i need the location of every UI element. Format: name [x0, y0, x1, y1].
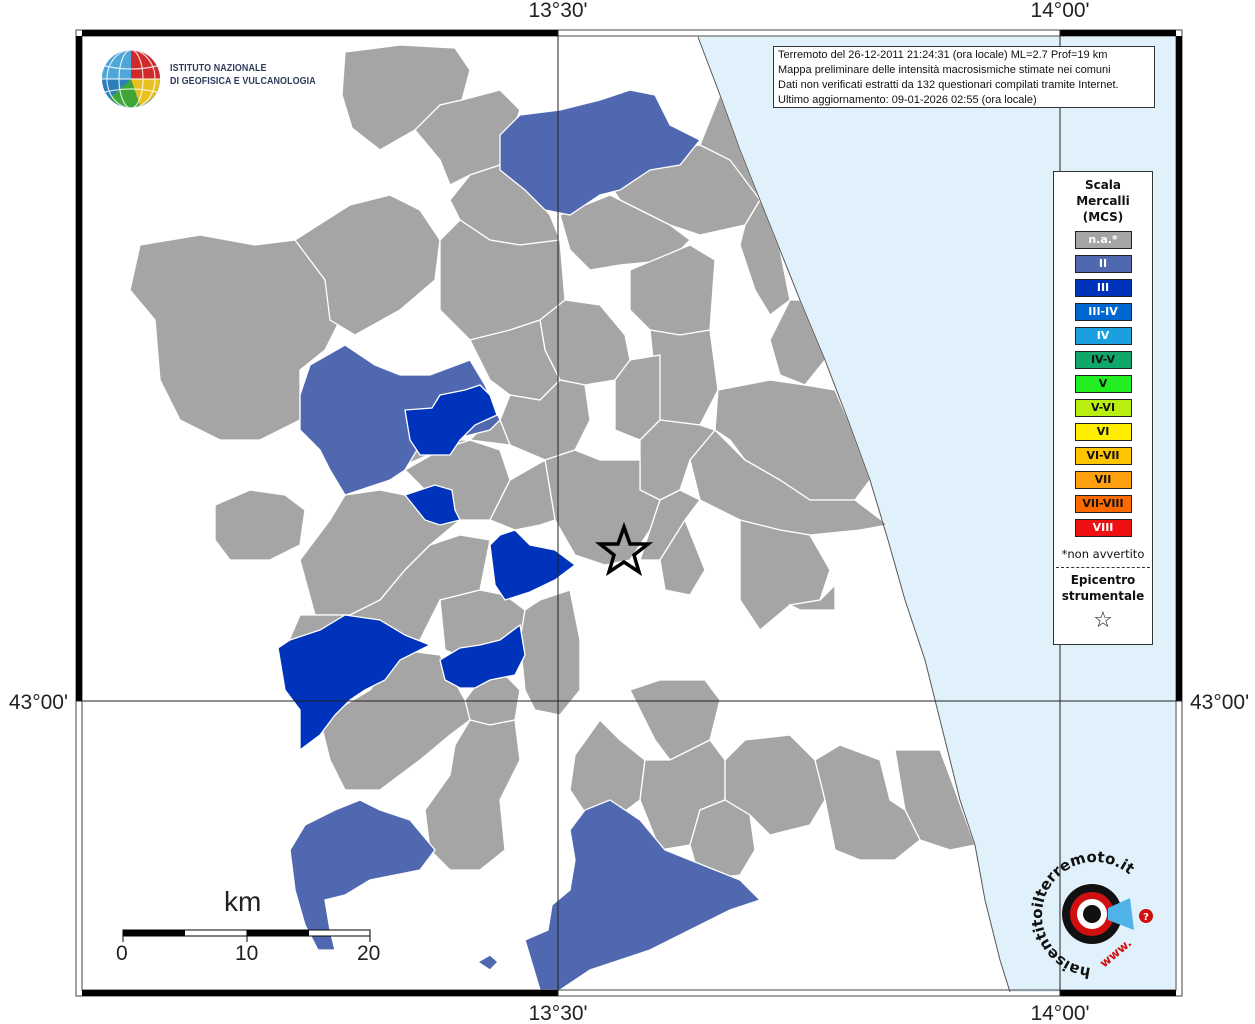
intensity-III-polygons	[277, 384, 577, 752]
target-center	[1083, 905, 1101, 923]
haisentito-logo: haisentitoilterremoto.it www. ?	[1028, 848, 1160, 982]
lat-label-right: 43°00'	[1190, 691, 1249, 714]
ingv-logo-text: ISTITUTO NAZIONALE DI GEOFISICA E VULCAN…	[170, 62, 316, 88]
frame-stripe	[76, 36, 82, 701]
lon-label-top-right: 14°00'	[1030, 0, 1089, 22]
frame-stripe	[1060, 30, 1176, 36]
legend-swatch: VII-VIII	[1074, 495, 1132, 513]
legend-swatch: V-VI	[1074, 399, 1132, 417]
frame-stripe	[82, 30, 558, 36]
legend-title-line3: (MCS)	[1082, 210, 1124, 224]
ingv-line2: DI GEOFISICA E VULCANOLOGIA	[170, 75, 316, 87]
municipality-II	[476, 954, 499, 971]
haisentito-logo-graphic: haisentitoilterremoto.it www. ?	[1028, 848, 1153, 982]
frame-stripe	[1176, 36, 1182, 701]
event-info-line3: Dati non verificati estratti da 132 ques…	[778, 79, 1119, 91]
municipality-polygons	[129, 44, 976, 881]
legend-swatch: III-IV	[1074, 303, 1132, 321]
ingv-line1: ISTITUTO NAZIONALE	[170, 62, 267, 74]
municipality-III	[404, 384, 498, 456]
lon-label-bottom-left: 13°30'	[528, 1002, 587, 1024]
lon-label-bottom-right: 14°00'	[1030, 1002, 1089, 1024]
legend-epicenter-label: Epicentro strumentale	[1054, 572, 1152, 604]
legend-swatch: IV	[1074, 327, 1132, 345]
event-info-box: Terremoto del 26-12-2011 21:24:31 (ora l…	[773, 46, 1155, 108]
legend-title-line2: Mercalli	[1076, 194, 1130, 208]
municipality-na	[424, 719, 521, 871]
event-info-line1: Terremoto del 26-12-2011 21:24:31 (ora l…	[778, 49, 1108, 61]
legend-title-line1: Scala	[1084, 178, 1122, 192]
municipality-na	[787, 583, 836, 611]
scale-bar-label-0: 0	[116, 942, 128, 965]
legend-epicenter-line2: strumentale	[1061, 589, 1145, 603]
frame-stripe	[1060, 990, 1176, 996]
legend-star-icon: ☆	[1093, 608, 1113, 633]
legend-items: n.a.* II III III-IV IV IV-V V V-VI VI VI-VII VII VI…	[1054, 231, 1152, 537]
legend-swatch: V	[1074, 375, 1132, 393]
question-mark: ?	[1143, 912, 1149, 923]
mcs-legend: Scala Mercalli (MCS) n.a.* II III III-IV IV I…	[1053, 171, 1153, 645]
lon-label-top-left: 13°30'	[528, 0, 587, 22]
legend-note: *non avvertito	[1061, 547, 1145, 561]
legend-swatch: VIII	[1074, 519, 1132, 537]
intensity-II-polygons	[289, 89, 762, 991]
event-info-line4: Ultimo aggiornamento: 09-01-2026 02:55 (…	[778, 94, 1037, 106]
legend-swatch: IV-V	[1074, 351, 1132, 369]
municipality-na	[214, 489, 306, 561]
municipality-II	[524, 799, 762, 991]
event-info-line2: Mappa preliminare delle intensità macros…	[778, 64, 1111, 76]
legend-swatch: III	[1074, 279, 1132, 297]
municipality-na	[294, 194, 441, 336]
question-badge-icon	[1139, 909, 1153, 923]
municipality-na	[629, 679, 721, 761]
coastline	[697, 36, 1011, 993]
municipality-II	[499, 89, 702, 216]
legend-swatch: VI	[1074, 423, 1132, 441]
municipality-III	[439, 623, 526, 689]
legend-swatch: II	[1074, 255, 1132, 273]
megaphone-icon	[1108, 898, 1134, 930]
municipality-II	[289, 799, 436, 951]
municipality-na	[814, 744, 921, 861]
globe-icon	[102, 49, 160, 109]
municipality-III	[277, 614, 432, 752]
scale-bar-label-10: 10	[235, 942, 259, 965]
scale-bar-label-20: 20	[357, 942, 381, 965]
scale-bar-title: km	[224, 886, 262, 917]
municipality-na	[659, 518, 706, 596]
ingv-logo: ISTITUTO NAZIONALE DI GEOFISICA E VULCAN…	[100, 48, 320, 110]
legend-epicenter-line1: Epicentro	[1070, 573, 1136, 587]
municipality-na	[739, 519, 831, 631]
epicenter-star	[594, 521, 654, 577]
scale-bar	[122, 929, 371, 942]
legend-swatch: VI-VII	[1074, 447, 1132, 465]
municipality-na	[519, 589, 581, 716]
frame-stripe	[82, 990, 558, 996]
legend-separator	[1056, 567, 1150, 568]
legend-swatch: VII	[1074, 471, 1132, 489]
municipality-II	[299, 344, 501, 496]
legend-title: Scala Mercalli (MCS)	[1054, 177, 1152, 225]
municipality-III	[489, 529, 577, 601]
lat-label-left: 43°00'	[9, 691, 68, 714]
legend-swatch: n.a.*	[1074, 231, 1132, 249]
municipality-III	[403, 484, 461, 526]
